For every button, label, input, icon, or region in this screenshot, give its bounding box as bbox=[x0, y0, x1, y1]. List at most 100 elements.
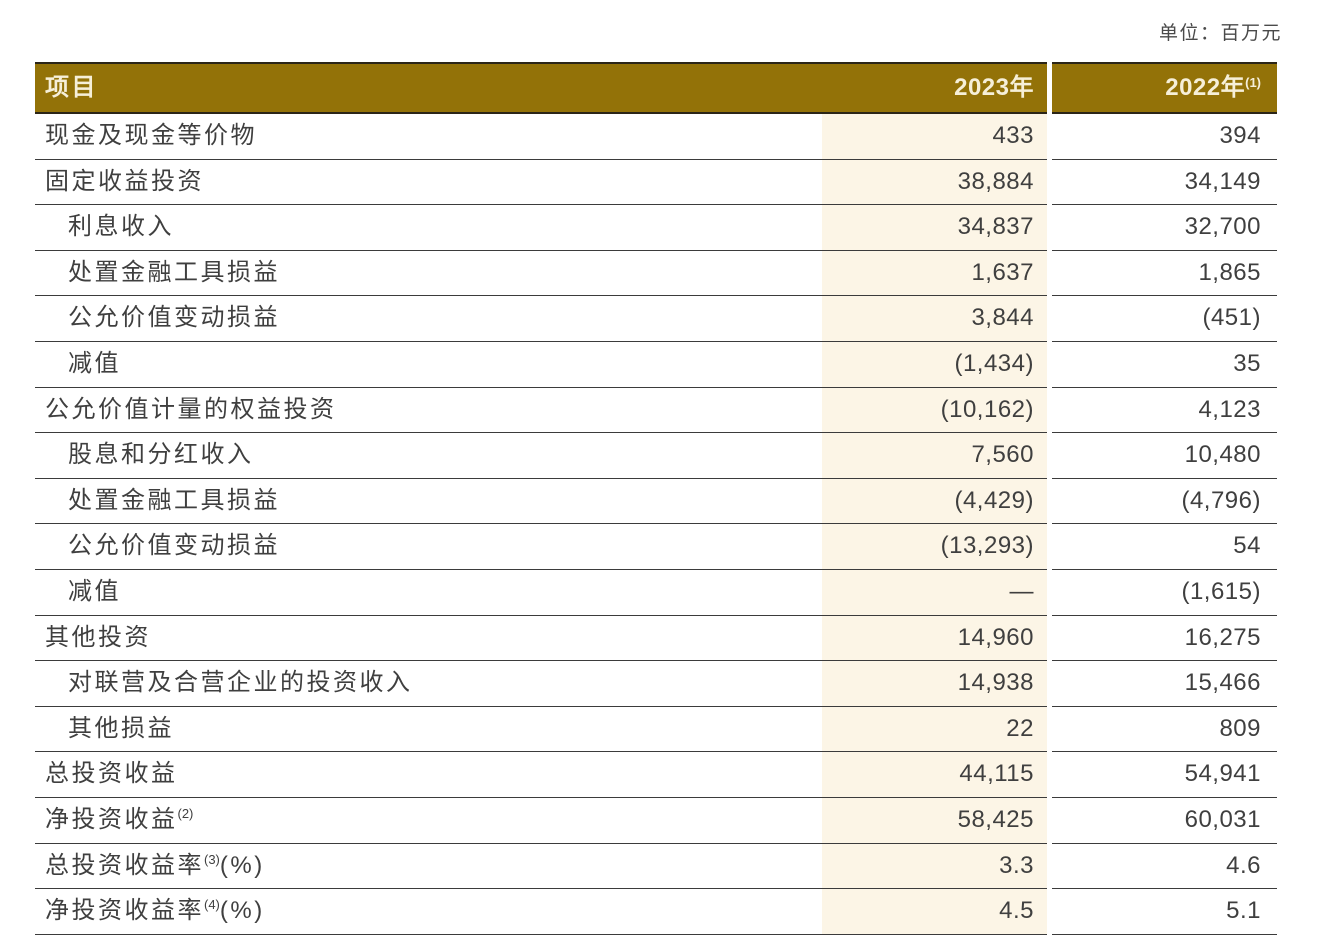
value-2022: 5.1 bbox=[1052, 889, 1277, 935]
table-row: 处置金融工具损益 1,637 1,865 bbox=[35, 250, 1277, 297]
row-label: 减值 bbox=[35, 570, 822, 616]
row-label: 总投资收益 bbox=[35, 752, 822, 798]
table-row: 其他投资 14,960 16,275 bbox=[35, 615, 1277, 662]
row-label: 利息收入 bbox=[35, 205, 822, 251]
row-label-text: 公允价值变动损益 bbox=[68, 532, 280, 560]
value-2022: 4,123 bbox=[1052, 388, 1277, 434]
row-footnote: (3) bbox=[204, 851, 220, 867]
row-label-text: 其他投资 bbox=[45, 623, 151, 651]
row-label: 固定收益投资 bbox=[35, 160, 822, 206]
table-row: 总投资收益 44,115 54,941 bbox=[35, 752, 1277, 798]
value-2022: 10,480 bbox=[1052, 433, 1277, 479]
row-label: 其他投资 bbox=[35, 616, 822, 662]
row-label: 股息和分红收入 bbox=[35, 433, 822, 479]
row-label-text: 减值 bbox=[68, 349, 121, 377]
value-2023: 4.5 bbox=[822, 889, 1047, 935]
row-label: 净投资收益率(4)(%) bbox=[35, 889, 822, 935]
value-2022: (4,796) bbox=[1052, 479, 1277, 525]
value-2022: 54 bbox=[1052, 524, 1277, 570]
row-label-text: 对联营及合营企业的投资收入 bbox=[68, 669, 413, 697]
table-row: 其他损益 22 809 bbox=[35, 706, 1277, 753]
row-label-text: 固定收益投资 bbox=[45, 167, 204, 195]
table-row: 公允价值计量的权益投资 (10,162) 4,123 bbox=[35, 387, 1277, 434]
row-label: 处置金融工具损益 bbox=[35, 479, 822, 525]
row-label: 现金及现金等价物 bbox=[35, 114, 822, 160]
value-2023: 14,960 bbox=[822, 615, 1047, 662]
table-row: 净投资收益(2) 58,425 60,031 bbox=[35, 797, 1277, 844]
row-label-text: 处置金融工具损益 bbox=[68, 486, 280, 514]
value-2023: 44,115 bbox=[822, 752, 1047, 798]
investment-income-table: 项目 2023年 2022年(1) 现金及现金等价物 433 394 固定收益投资 38… bbox=[35, 62, 1277, 935]
value-2022: 32,700 bbox=[1052, 205, 1277, 251]
unit-label: 单位：百万元 bbox=[1158, 23, 1282, 44]
header-2022-footnote: (1) bbox=[1245, 75, 1261, 90]
row-label-text: 其他损益 bbox=[68, 714, 174, 742]
row-label-text: 总投资收益率 bbox=[45, 851, 204, 879]
header-2023-label: 2023年 bbox=[954, 74, 1034, 101]
row-label: 总投资收益率(3)(%) bbox=[35, 844, 822, 890]
table-row: 净投资收益率(4)(%) 4.5 5.1 bbox=[35, 889, 1277, 935]
value-2022: 4.6 bbox=[1052, 844, 1277, 890]
table-row: 对联营及合营企业的投资收入 14,938 15,466 bbox=[35, 661, 1277, 707]
value-2022: (1,615) bbox=[1052, 570, 1277, 616]
row-label-text: 利息收入 bbox=[68, 213, 174, 241]
row-label-text: 公允价值计量的权益投资 bbox=[45, 395, 337, 423]
value-2023: 38,884 bbox=[822, 159, 1047, 206]
row-label-text: 现金及现金等价物 bbox=[45, 122, 257, 149]
value-2023: — bbox=[822, 569, 1047, 616]
value-2023: 1,637 bbox=[822, 250, 1047, 297]
table-header-row: 项目 2023年 2022年(1) bbox=[35, 62, 1277, 114]
value-2022: 60,031 bbox=[1052, 798, 1277, 844]
row-label-text: 总投资收益 bbox=[45, 760, 178, 788]
table-row: 减值 (1,434) 35 bbox=[35, 341, 1277, 388]
table-row: 利息收入 34,837 32,700 bbox=[35, 205, 1277, 251]
row-label-suffix: (%) bbox=[219, 851, 265, 879]
value-2023: 7,560 bbox=[822, 433, 1047, 479]
value-2023: 34,837 bbox=[822, 205, 1047, 251]
row-label-suffix: (%) bbox=[219, 897, 265, 925]
row-label-text: 处置金融工具损益 bbox=[68, 258, 280, 286]
table-row: 固定收益投资 38,884 34,149 bbox=[35, 159, 1277, 206]
row-label: 公允价值变动损益 bbox=[35, 296, 822, 342]
value-2022: 34,149 bbox=[1052, 160, 1277, 206]
value-2022: 35 bbox=[1052, 342, 1277, 388]
table-body: 现金及现金等价物 433 394 固定收益投资 38,884 34,149 利息收入 34,8… bbox=[35, 114, 1277, 935]
row-label: 减值 bbox=[35, 342, 822, 388]
header-item-label: 项目 bbox=[45, 74, 98, 101]
value-2023: 58,425 bbox=[822, 797, 1047, 844]
value-2023: (4,429) bbox=[822, 478, 1047, 525]
value-2023: 14,938 bbox=[822, 661, 1047, 707]
value-2023: 22 bbox=[822, 706, 1047, 753]
row-label: 公允价值计量的权益投资 bbox=[35, 388, 822, 434]
header-item: 项目 bbox=[35, 62, 822, 114]
row-label-text: 公允价值变动损益 bbox=[68, 304, 280, 332]
value-2022: 809 bbox=[1052, 707, 1277, 753]
value-2023: 3,844 bbox=[822, 296, 1047, 342]
row-footnote: (4) bbox=[204, 897, 220, 913]
value-2022: 394 bbox=[1052, 114, 1277, 160]
value-2022: (451) bbox=[1052, 296, 1277, 342]
row-label: 净投资收益(2) bbox=[35, 798, 822, 844]
value-2023: (13,293) bbox=[822, 524, 1047, 570]
value-2022: 54,941 bbox=[1052, 752, 1277, 798]
row-label: 其他损益 bbox=[35, 707, 822, 753]
header-2023: 2023年 bbox=[822, 62, 1047, 114]
table-row: 公允价值变动损益 (13,293) 54 bbox=[35, 524, 1277, 570]
value-2022: 15,466 bbox=[1052, 661, 1277, 707]
row-label-text: 净投资收益率 bbox=[45, 897, 204, 925]
row-footnote: (2) bbox=[177, 805, 194, 821]
table-row: 处置金融工具损益 (4,429) (4,796) bbox=[35, 478, 1277, 525]
value-2023: 433 bbox=[822, 114, 1047, 160]
value-2023: (1,434) bbox=[822, 341, 1047, 388]
value-2023: 3.3 bbox=[822, 843, 1047, 890]
row-label-text: 净投资收益 bbox=[45, 805, 178, 833]
table-row: 公允价值变动损益 3,844 (451) bbox=[35, 296, 1277, 342]
row-label: 对联营及合营企业的投资收入 bbox=[35, 661, 822, 707]
table-row: 总投资收益率(3)(%) 3.3 4.6 bbox=[35, 843, 1277, 890]
table-row: 现金及现金等价物 433 394 bbox=[35, 114, 1277, 160]
value-2022: 1,865 bbox=[1052, 251, 1277, 297]
row-label: 公允价值变动损益 bbox=[35, 524, 822, 570]
table-row: 减值 — (1,615) bbox=[35, 569, 1277, 616]
row-label-text: 股息和分红收入 bbox=[68, 441, 254, 469]
